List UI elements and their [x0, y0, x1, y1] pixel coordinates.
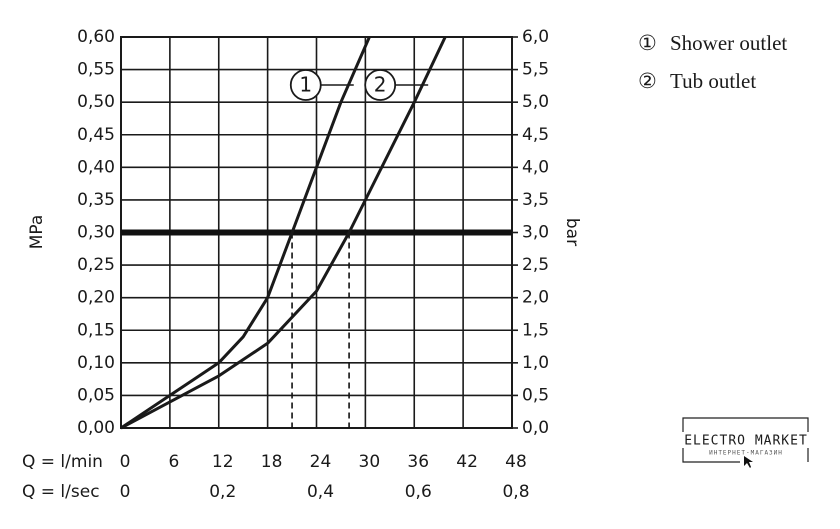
y2-tick-label: 1,5 [522, 320, 549, 340]
callout-circle [289, 69, 322, 101]
x-tick-label: 6 [168, 452, 179, 472]
y-axis-label: MPa [27, 215, 47, 250]
y2-tick-label: 4,5 [522, 125, 549, 145]
x-tick-label: 48 [505, 452, 527, 472]
x2-tick-label: 0 [120, 482, 131, 502]
y2-tick-label: 1,0 [522, 353, 549, 373]
series-line [120, 36, 447, 430]
y-tick-label: 0,20 [77, 288, 115, 308]
x2-tick-label: 0,4 [307, 482, 334, 502]
y-tick-label: 0,35 [77, 190, 115, 210]
x-tick-label: 36 [407, 452, 429, 472]
y2-tick-label: 2,5 [522, 255, 549, 275]
x-axis-label: Q = l/min [22, 452, 103, 472]
y-tick-label: 0,60 [77, 27, 115, 47]
series-label: 1 [299, 73, 312, 97]
x2-tick-label: 0,2 [209, 482, 236, 502]
legend-label: Tub outlet [670, 69, 756, 93]
y-tick-label: 0,05 [77, 385, 115, 405]
y2-tick-label: 5,0 [522, 92, 549, 112]
series-line [120, 36, 371, 430]
y2-tick-label: 3,5 [522, 190, 549, 210]
legend-marker: ② [638, 69, 657, 93]
x-tick-label: 24 [310, 452, 332, 472]
y2-tick-label: 3,0 [522, 223, 549, 243]
x-tick-label: 0 [120, 452, 131, 472]
x2-tick-label: 0,8 [502, 482, 529, 502]
legend-label: Shower outlet [670, 31, 787, 55]
y-tick-label: 0,55 [77, 60, 115, 80]
logo-frame [682, 417, 809, 463]
y2-tick-label: 5,5 [522, 60, 549, 80]
y2-tick-label: 2,0 [522, 288, 549, 308]
y-tick-label: 0,40 [77, 157, 115, 177]
y-tick-label: 0,25 [77, 255, 115, 275]
y-tick-label: 0,00 [77, 418, 115, 438]
callout-circle [364, 69, 397, 101]
logo-title: ELECTRO MARKET [684, 434, 808, 449]
logo-subtitle: ИНТЕРНЕТ-МАГАЗИН [709, 450, 783, 457]
watermark: ELECTRO MARKET ИНТЕРНЕТ-МАГАЗИН [682, 417, 809, 468]
x-tick-label: 18 [261, 452, 283, 472]
legend-marker: ① [638, 31, 657, 55]
y2-tick-label: 4,0 [522, 157, 549, 177]
logo-cursor [744, 456, 753, 468]
x-tick-label: 42 [456, 452, 478, 472]
x-tick-label: 30 [359, 452, 381, 472]
y2-axis-label: bar [562, 218, 582, 246]
x2-tick-label: 0,6 [405, 482, 432, 502]
series-label: 2 [374, 73, 387, 97]
y2-tick-label: 6,0 [522, 27, 549, 47]
y-tick-label: 0,45 [77, 125, 115, 145]
y2-tick-label: 0,5 [522, 385, 549, 405]
y2-tick-label: 0,0 [522, 418, 549, 438]
x2-axis-label: Q = l/sec [22, 482, 100, 502]
x-tick-label: 12 [212, 452, 234, 472]
y-tick-label: 0,15 [77, 320, 115, 340]
y-tick-label: 0,30 [77, 223, 115, 243]
y-tick-label: 0,50 [77, 92, 115, 112]
y-tick-label: 0,10 [77, 353, 115, 373]
